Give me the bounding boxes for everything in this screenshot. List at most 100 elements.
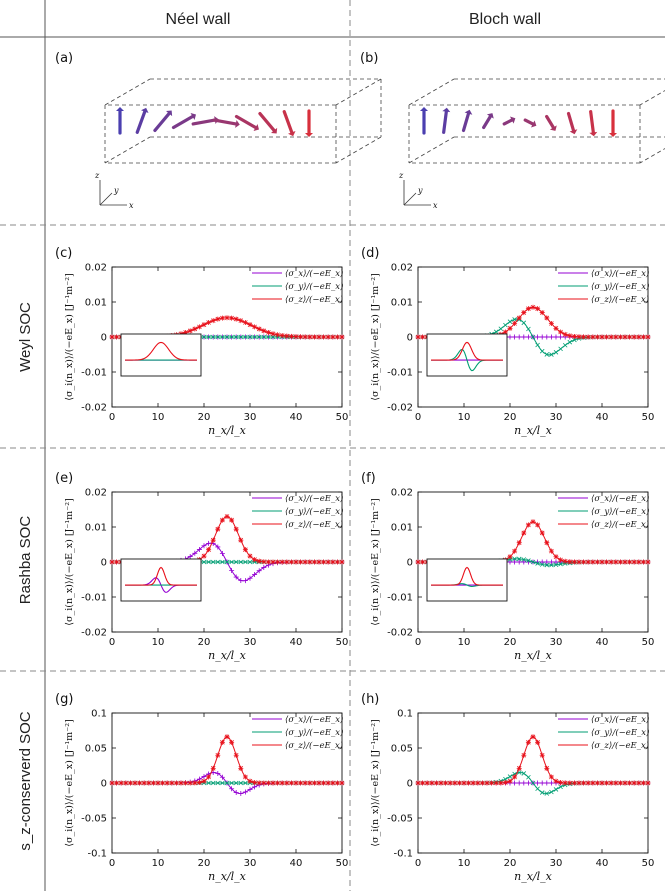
- data-point: [192, 550, 198, 556]
- y-tick-label: -0.02: [81, 403, 107, 414]
- triad-y-label: y: [113, 186, 119, 195]
- data-point: [196, 324, 202, 330]
- data-point: [330, 559, 336, 565]
- data-point: [206, 547, 212, 553]
- data-point: [576, 334, 582, 340]
- data-point: [183, 780, 189, 786]
- data-point: [243, 780, 248, 786]
- data-point: [206, 320, 212, 326]
- spin-arrow-head: [116, 107, 124, 111]
- y-tick-label: 0.02: [85, 263, 107, 274]
- wall-box-edge: [639, 148, 665, 164]
- data-point: [206, 334, 211, 340]
- data-point: [229, 517, 235, 523]
- x-tick-label: 50: [336, 637, 349, 648]
- y-tick-label: 0.1: [91, 709, 107, 720]
- data-point: [525, 780, 531, 786]
- data-point: [544, 791, 550, 796]
- inset-line: [431, 566, 503, 586]
- data-point: [590, 334, 596, 340]
- data-point: [215, 752, 221, 758]
- data-point: [507, 325, 513, 331]
- data-point: [233, 526, 239, 532]
- data-point: [512, 334, 518, 340]
- data-point: [558, 346, 563, 352]
- y-tick-label: -0.01: [387, 593, 413, 604]
- data-point: [516, 556, 522, 562]
- data-point: [311, 780, 317, 786]
- data-point: [284, 780, 290, 786]
- data-point: [539, 559, 545, 565]
- data-point: [150, 780, 156, 786]
- data-point: [420, 334, 426, 340]
- data-point: [201, 553, 207, 559]
- chart-panel: (c)0.020.010-0.01-0.020 10 20 30 40 50n_x/l_x…: [55, 246, 348, 437]
- data-point: [243, 559, 248, 565]
- data-point: [220, 780, 225, 786]
- data-point: [548, 559, 554, 565]
- data-point: [553, 778, 559, 784]
- data-point: [229, 559, 234, 565]
- inset-line: [125, 341, 197, 361]
- wall-box-edge: [408, 78, 455, 106]
- data-point: [229, 315, 235, 321]
- x-tick-label: 30: [244, 412, 257, 423]
- y-tick-label: 0: [407, 558, 413, 569]
- data-point: [247, 553, 253, 559]
- data-point: [549, 789, 554, 795]
- data-point: [452, 780, 458, 786]
- data-point: [298, 334, 304, 340]
- data-point: [572, 337, 577, 343]
- data-point: [640, 334, 646, 340]
- spin-arrow-head: [271, 127, 278, 134]
- spin-arrow: [282, 110, 296, 137]
- data-point: [608, 559, 614, 565]
- data-point: [183, 329, 189, 335]
- data-point: [265, 329, 271, 335]
- data-point: [238, 780, 244, 786]
- data-point: [155, 780, 161, 786]
- spin-arrow-head: [589, 131, 598, 137]
- data-point: [224, 780, 230, 786]
- legend-entry: ⟨σ_z⟩/(−eE_x): [591, 519, 649, 530]
- x-tick-label: 10: [152, 858, 165, 869]
- data-point: [539, 780, 545, 786]
- data-point: [201, 559, 207, 565]
- x-axis-label: n_x/l_x: [514, 649, 553, 662]
- row-label-rashba: Rashba SOC: [17, 516, 34, 605]
- y-axis-label: ⟨σ_i(n_x)⟩/(−eE_x) [J⁻¹m⁻²]: [370, 719, 381, 846]
- data-point: [334, 559, 340, 565]
- data-point: [415, 334, 421, 340]
- data-point: [581, 334, 587, 340]
- data-point: [224, 734, 230, 740]
- data-point: [493, 780, 499, 786]
- neel-wall-illustration: [104, 78, 382, 164]
- data-point: [567, 559, 573, 565]
- data-point: [302, 780, 308, 786]
- data-point: [321, 559, 327, 565]
- data-point: [516, 559, 522, 565]
- data-point: [252, 557, 258, 563]
- data-point: [599, 780, 605, 786]
- data-point: [558, 329, 564, 335]
- data-point: [192, 780, 198, 786]
- data-point: [645, 559, 651, 565]
- data-point: [535, 780, 541, 786]
- data-point: [321, 780, 327, 786]
- data-point: [265, 780, 271, 786]
- data-point: [233, 790, 239, 796]
- data-point: [316, 559, 322, 565]
- x-tick-label: 10: [458, 412, 471, 423]
- data-point: [298, 559, 304, 565]
- spin-arrow: [116, 107, 124, 135]
- data-point: [530, 559, 536, 565]
- data-point: [215, 544, 221, 550]
- panel-label-b: (b): [360, 51, 378, 66]
- data-point: [535, 342, 540, 348]
- data-point: [548, 774, 554, 780]
- data-point: [330, 334, 336, 340]
- y-tick-label: 0: [101, 333, 107, 344]
- inset-frame: [120, 558, 202, 602]
- y-axis-label: ⟨σ_i(n_x)⟩/(−eE_x) [J⁻¹m⁻²]: [64, 273, 75, 400]
- spin-arrow-head: [288, 130, 296, 137]
